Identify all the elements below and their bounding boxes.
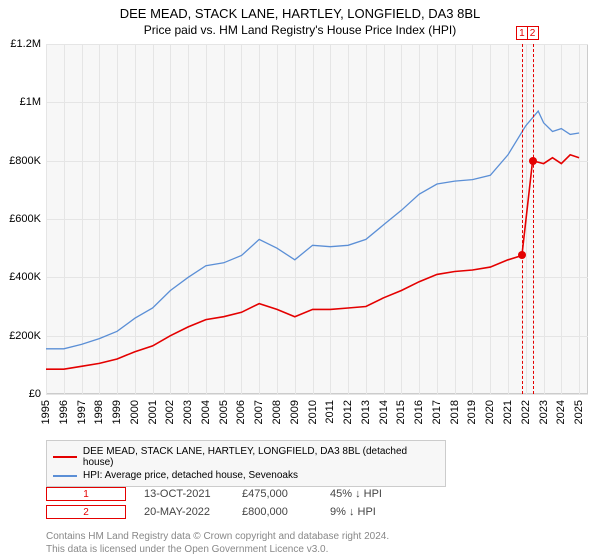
x-tick-label: 2021 <box>502 400 514 424</box>
sale-price: £475,000 <box>242 488 312 500</box>
marker-line-2 <box>533 44 534 394</box>
marker-point-2 <box>529 157 537 165</box>
sale-row: 1 13-OCT-2021 £475,000 45% ↓ HPI <box>46 485 430 503</box>
x-tick-label: 2011 <box>324 400 336 424</box>
sale-marker-1: 1 <box>46 487 126 501</box>
legend-item-property: DEE MEAD, STACK LANE, HARTLEY, LONGFIELD… <box>53 445 439 469</box>
x-tick-label: 2016 <box>413 400 425 424</box>
footnote-line-1: Contains HM Land Registry data © Crown c… <box>46 530 389 543</box>
line-series-svg <box>46 44 588 394</box>
legend-label-hpi: HPI: Average price, detached house, Seve… <box>83 470 298 481</box>
sale-table: 1 13-OCT-2021 £475,000 45% ↓ HPI 2 20-MA… <box>46 485 430 521</box>
x-tick-label: 1998 <box>93 400 105 424</box>
sale-change: 45% ↓ HPI <box>330 488 430 500</box>
x-tick-label: 2007 <box>253 400 265 424</box>
sale-date: 13-OCT-2021 <box>144 488 224 500</box>
x-tick-label: 2014 <box>378 400 390 424</box>
series-line-hpi <box>46 111 579 349</box>
x-tick-label: 1997 <box>76 400 88 424</box>
x-tick-label: 2000 <box>129 400 141 424</box>
x-tick-label: 2023 <box>538 400 550 424</box>
x-tick-label: 2002 <box>164 400 176 424</box>
x-tick-label: 2008 <box>271 400 283 424</box>
x-tick-label: 2020 <box>484 400 496 424</box>
x-tick-label: 2018 <box>449 400 461 424</box>
x-tick-label: 2006 <box>235 400 247 424</box>
marker-point-1 <box>518 251 526 259</box>
chart-subtitle: Price paid vs. HM Land Registry's House … <box>0 21 600 37</box>
x-tick-label: 2024 <box>555 400 567 424</box>
footnote-line-2: This data is licensed under the Open Gov… <box>46 543 389 556</box>
legend-item-hpi: HPI: Average price, detached house, Seve… <box>53 469 439 482</box>
x-tick-label: 2004 <box>200 400 212 424</box>
legend-swatch-hpi <box>53 475 77 477</box>
x-tick-label: 2009 <box>289 400 301 424</box>
x-tick-label: 2003 <box>182 400 194 424</box>
legend-swatch-property <box>53 456 77 458</box>
y-tick-label: £800K <box>9 155 41 167</box>
plot-area: 12 £0£200K£400K£600K£800K£1M£1.2M 199519… <box>46 44 588 394</box>
x-tick-label: 2019 <box>466 400 478 424</box>
x-tick-label: 2013 <box>360 400 372 424</box>
y-tick-label: £600K <box>9 213 41 225</box>
legend-label-property: DEE MEAD, STACK LANE, HARTLEY, LONGFIELD… <box>83 446 439 468</box>
chart-title: DEE MEAD, STACK LANE, HARTLEY, LONGFIELD… <box>0 0 600 21</box>
y-tick-label: £0 <box>29 388 41 400</box>
sale-row: 2 20-MAY-2022 £800,000 9% ↓ HPI <box>46 503 430 521</box>
x-tick-label: 1995 <box>40 400 52 424</box>
x-tick-label: 2010 <box>307 400 319 424</box>
sale-price: £800,000 <box>242 506 312 518</box>
y-tick-label: £400K <box>9 271 41 283</box>
x-tick-label: 2025 <box>573 400 585 424</box>
legend: DEE MEAD, STACK LANE, HARTLEY, LONGFIELD… <box>46 440 446 487</box>
series-line-property <box>46 155 579 369</box>
footnote: Contains HM Land Registry data © Crown c… <box>46 530 389 556</box>
x-tick-label: 2022 <box>520 400 532 424</box>
marker-line-1 <box>522 44 523 394</box>
y-tick-label: £200K <box>9 330 41 342</box>
marker-label-2: 2 <box>527 26 539 40</box>
chart-container: DEE MEAD, STACK LANE, HARTLEY, LONGFIELD… <box>0 0 600 560</box>
sale-date: 20-MAY-2022 <box>144 506 224 518</box>
x-tick-label: 1999 <box>111 400 123 424</box>
x-tick-label: 2001 <box>147 400 159 424</box>
y-tick-label: £1.2M <box>10 38 41 50</box>
h-gridline <box>46 394 588 395</box>
y-tick-label: £1M <box>20 96 41 108</box>
x-tick-label: 2012 <box>342 400 354 424</box>
x-tick-label: 2015 <box>395 400 407 424</box>
sale-change: 9% ↓ HPI <box>330 506 430 518</box>
x-tick-label: 2017 <box>431 400 443 424</box>
x-tick-label: 2005 <box>218 400 230 424</box>
x-tick-label: 1996 <box>58 400 70 424</box>
sale-marker-2: 2 <box>46 505 126 519</box>
